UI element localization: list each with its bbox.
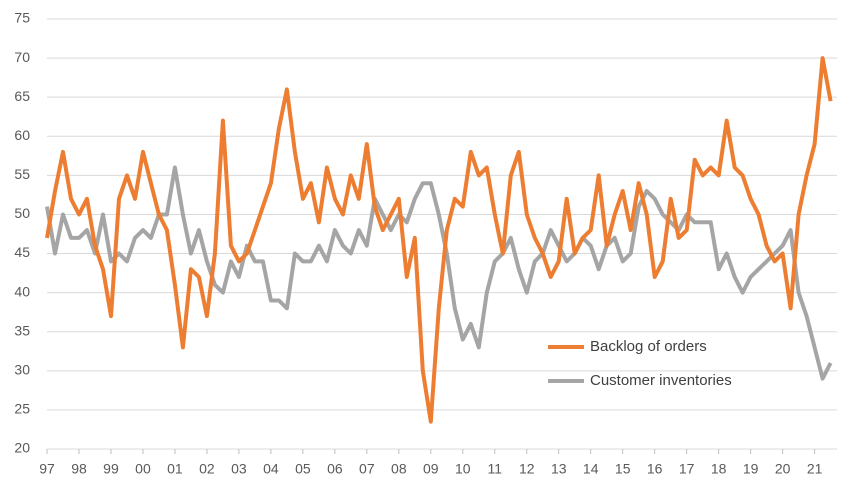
x-tick-label: 00: [135, 461, 151, 477]
x-tick-label: 09: [423, 461, 439, 477]
x-tick-label: 97: [39, 461, 55, 477]
x-tick-label: 99: [103, 461, 119, 477]
y-tick-label: 35: [14, 322, 30, 338]
series-line: [45, 56, 833, 424]
x-tick-label: 98: [71, 461, 87, 477]
x-tick-label: 12: [519, 461, 535, 477]
y-tick-label: 75: [14, 10, 30, 26]
x-tick-label: 18: [711, 461, 727, 477]
x-tick-label: 04: [263, 461, 279, 477]
series-line: [45, 165, 833, 381]
y-tick-label: 20: [14, 440, 30, 456]
legend-text: Backlog of orders: [590, 338, 707, 355]
y-tick-label: 25: [14, 401, 30, 417]
x-tick-label: 11: [487, 461, 502, 477]
y-tick-label: 50: [14, 205, 30, 221]
x-tick-label: 06: [327, 461, 343, 477]
y-tick-label: 30: [14, 362, 30, 378]
x-tick-label: 01: [167, 461, 183, 477]
y-tick-label: 65: [14, 88, 30, 104]
x-tick-label: 20: [775, 461, 791, 477]
x-tick-label: 03: [231, 461, 247, 477]
x-tick-label: 02: [199, 461, 215, 477]
y-tick-label: 40: [14, 283, 30, 299]
y-tick-label: 60: [14, 127, 30, 143]
x-tick-label: 17: [679, 461, 695, 477]
y-tick-label: 70: [14, 49, 30, 65]
x-tick-label: 10: [455, 461, 471, 477]
x-tick-label: 13: [551, 461, 567, 477]
x-tick-label: 19: [743, 461, 759, 477]
x-tick-label: 08: [391, 461, 407, 477]
x-tick-label: 16: [647, 461, 663, 477]
x-tick-label: 15: [615, 461, 631, 477]
x-tick-label: 14: [583, 461, 599, 477]
x-tick-label: 05: [295, 461, 311, 477]
y-tick-label: 55: [14, 166, 30, 182]
y-tick-label: 45: [14, 244, 30, 260]
x-tick-label: 07: [359, 461, 375, 477]
x-tick-label: 21: [807, 461, 823, 477]
legend-text: Customer inventories: [590, 372, 732, 389]
